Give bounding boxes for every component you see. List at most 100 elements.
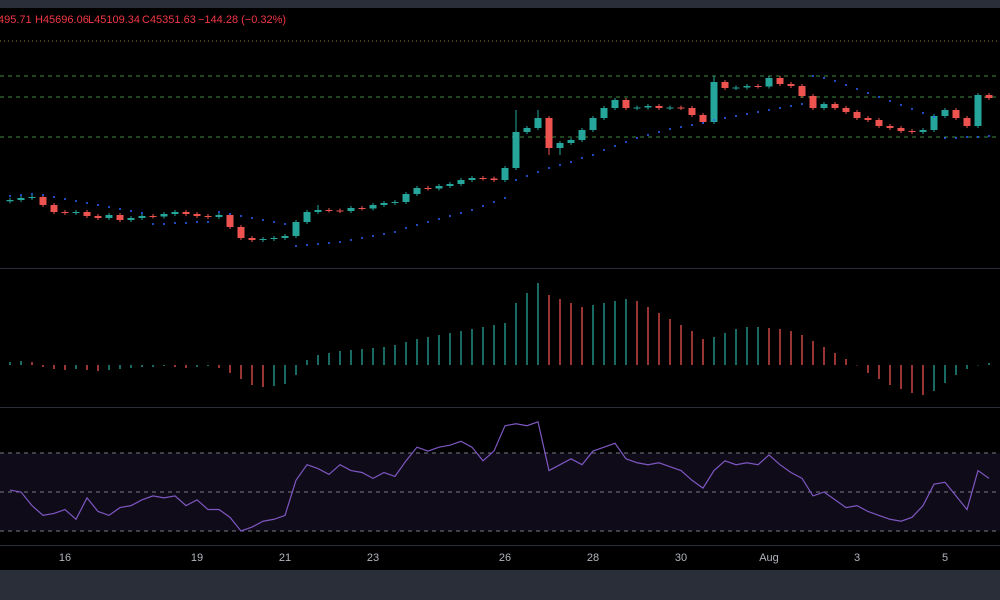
sar-dot — [867, 92, 869, 94]
candle-body — [589, 118, 597, 130]
macd-bar — [845, 359, 847, 365]
candle-body — [732, 87, 740, 89]
candle-body — [963, 118, 971, 126]
macd-bar — [339, 351, 341, 365]
macd-bar — [966, 365, 968, 369]
sar-dot — [240, 215, 242, 217]
macd-bar — [284, 365, 286, 384]
sar-dot — [163, 223, 165, 225]
sar-dot — [372, 235, 374, 237]
macd-bar — [482, 327, 484, 365]
x-tick-label: 26 — [499, 552, 511, 564]
sar-dot — [20, 194, 22, 196]
candle-body — [787, 84, 795, 86]
sar-dot — [141, 212, 143, 214]
sar-dot — [130, 210, 132, 212]
sar-dot — [504, 197, 506, 199]
macd-bar — [119, 365, 121, 369]
macd-bar — [801, 335, 803, 365]
macd-bar — [9, 362, 11, 365]
macd-bar — [185, 365, 187, 368]
sar-dot — [691, 124, 693, 126]
sar-dot — [383, 233, 385, 235]
sar-dot — [779, 107, 781, 109]
macd-bar — [636, 301, 638, 365]
macd-bar — [438, 335, 440, 365]
sar-dot — [889, 100, 891, 102]
macd-bar — [515, 303, 517, 365]
sar-dot — [416, 224, 418, 226]
macd-bar — [405, 342, 407, 365]
candle-body — [809, 96, 817, 108]
macd-bar — [53, 365, 55, 369]
sar-dot — [493, 201, 495, 203]
candle-body — [83, 212, 91, 216]
candle-body — [710, 82, 718, 122]
macd-bar — [790, 331, 792, 365]
macd-bar — [141, 365, 143, 367]
sar-dot — [53, 196, 55, 198]
candle-body — [721, 82, 729, 88]
candle-body — [292, 222, 300, 236]
candle-body — [886, 126, 894, 128]
candle-body — [600, 108, 608, 118]
candle-body — [369, 205, 377, 209]
ohlc-high: H45696.06 — [35, 14, 89, 26]
candle-body — [116, 215, 124, 220]
sar-dot — [801, 103, 803, 105]
candle-body — [391, 202, 399, 203]
sar-dot — [845, 84, 847, 86]
sar-dot — [471, 209, 473, 211]
macd-bar — [669, 319, 671, 365]
sar-dot — [174, 222, 176, 224]
macd-bar — [812, 341, 814, 365]
candle-body — [39, 197, 47, 205]
sar-dot — [944, 137, 946, 139]
macd-bar — [691, 331, 693, 365]
sar-dot — [427, 221, 429, 223]
macd-bar — [427, 337, 429, 365]
sar-dot — [537, 171, 539, 173]
sar-dot — [31, 193, 33, 195]
candle-body — [952, 110, 960, 118]
sar-dot — [647, 134, 649, 136]
x-tick-label: Aug — [759, 552, 779, 564]
macd-bar — [746, 327, 748, 365]
sar-dot — [75, 200, 77, 202]
sar-dot — [702, 122, 704, 124]
macd-bar — [680, 325, 682, 365]
candle-body — [105, 215, 113, 218]
sar-dot — [229, 213, 231, 215]
sar-dot — [548, 167, 550, 169]
macd-bar — [163, 365, 165, 366]
macd-bar — [867, 365, 869, 373]
candle-body — [149, 216, 157, 217]
sar-dot — [482, 205, 484, 207]
candle-body — [930, 116, 938, 130]
candle-body — [490, 178, 498, 180]
candle-body — [479, 178, 487, 179]
macd-bar — [460, 331, 462, 365]
macd-bar — [86, 365, 88, 370]
candle-body — [831, 104, 839, 108]
macd-bar — [449, 333, 451, 365]
sar-dot — [559, 164, 561, 166]
sar-dot — [625, 141, 627, 143]
sar-dot — [64, 198, 66, 200]
macd-bar — [108, 365, 110, 370]
macd-bar — [647, 307, 649, 365]
sar-dot — [460, 212, 462, 214]
macd-bar — [31, 362, 33, 365]
candle-body — [501, 168, 509, 180]
sar-dot — [570, 161, 572, 163]
sar-dot — [9, 195, 11, 197]
macd-bar — [328, 353, 330, 365]
macd-bar — [724, 333, 726, 365]
macd-bar — [944, 365, 946, 383]
macd-bar — [922, 365, 924, 395]
macd-bar — [372, 348, 374, 365]
macd-bar — [757, 327, 759, 365]
macd-bar — [614, 301, 616, 365]
